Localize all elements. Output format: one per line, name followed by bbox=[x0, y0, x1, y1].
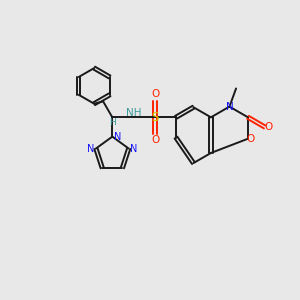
Text: O: O bbox=[246, 134, 254, 144]
Text: O: O bbox=[151, 89, 159, 99]
Text: O: O bbox=[265, 122, 273, 132]
Text: S: S bbox=[152, 111, 159, 124]
Text: N: N bbox=[130, 143, 137, 154]
Text: H: H bbox=[109, 118, 116, 127]
Text: O: O bbox=[151, 135, 159, 145]
Text: NH: NH bbox=[126, 108, 142, 118]
Text: N: N bbox=[114, 132, 121, 142]
Text: N: N bbox=[226, 102, 233, 112]
Text: N: N bbox=[87, 143, 94, 154]
